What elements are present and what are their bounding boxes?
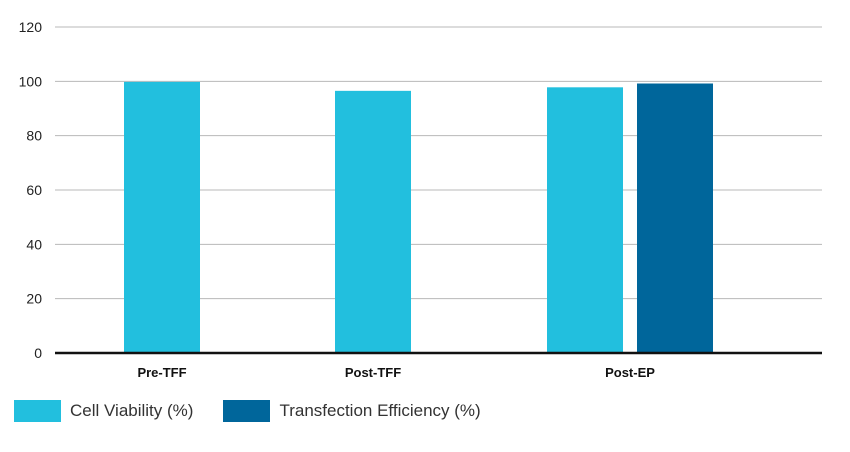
legend-item-transfection-efficiency: Transfection Efficiency (%) xyxy=(223,400,481,422)
y-tick-label-80: 80 xyxy=(26,128,42,144)
y-tick-label-40: 40 xyxy=(26,236,42,252)
legend-label-transfection-efficiency: Transfection Efficiency (%) xyxy=(279,401,481,420)
legend-item-cell-viability: Cell Viability (%) xyxy=(14,400,193,422)
legend-label-cell-viability: Cell Viability (%) xyxy=(70,401,194,420)
legend: Cell Viability (%) Transfection Efficien… xyxy=(14,400,511,422)
bar-chart: 0 20 40 60 80 100 120 Pre-TFF Post-TFF Post-EP xyxy=(19,19,822,380)
y-tick-label-100: 100 xyxy=(19,73,43,89)
x-tick-label-post-ep: Post-EP xyxy=(605,365,655,380)
bar-pre-tff-series-1 xyxy=(124,81,200,354)
bar-post-ep-series-1 xyxy=(547,87,623,353)
y-tick-label-0: 0 xyxy=(34,345,42,361)
bar-post-tff-series-1 xyxy=(335,90,411,353)
bar-post-ep-series-2 xyxy=(637,83,713,354)
y-tick-label-60: 60 xyxy=(26,182,42,198)
y-tick-label-120: 120 xyxy=(19,19,43,35)
legend-swatch-transfection-efficiency xyxy=(223,400,271,422)
x-tick-label-pre-tff: Pre-TFF xyxy=(137,365,186,380)
x-tick-label-post-tff: Post-TFF xyxy=(345,365,401,380)
legend-swatch-cell-viability xyxy=(14,400,61,422)
y-tick-label-20: 20 xyxy=(26,291,42,307)
